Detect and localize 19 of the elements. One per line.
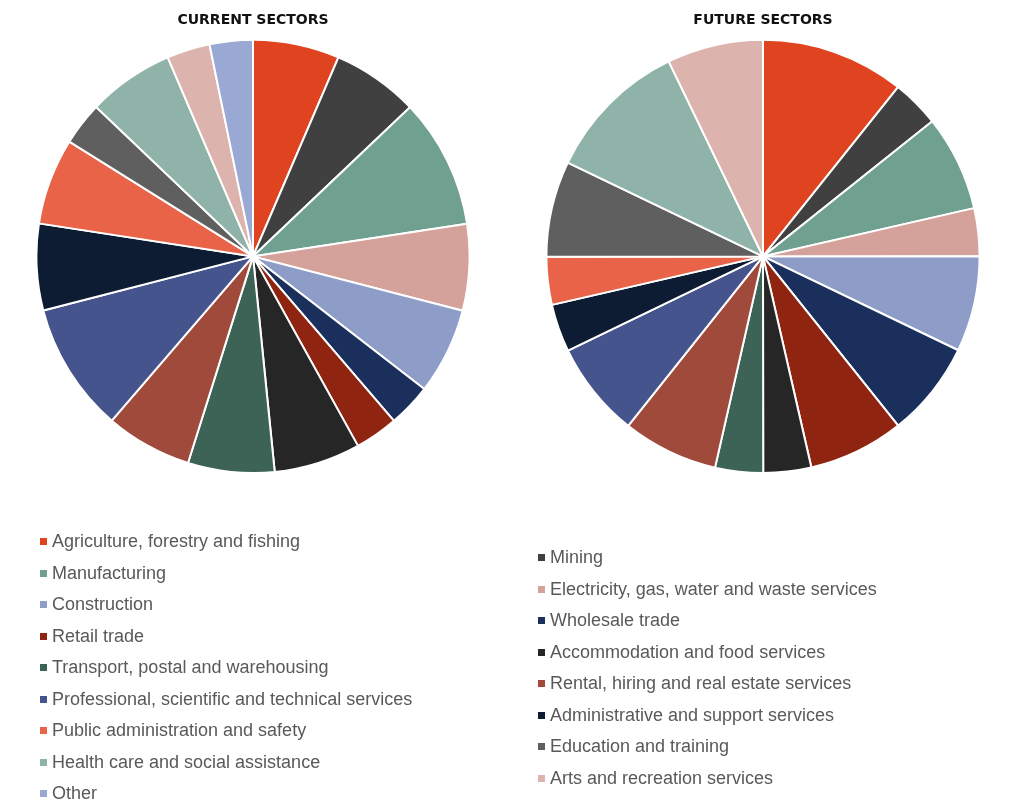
legend-label: Transport, postal and warehousing <box>52 657 329 679</box>
legend-label: Other <box>52 783 98 805</box>
legend-label: Retail trade <box>52 625 145 647</box>
chart-title: FUTURE SECTORS <box>693 11 833 28</box>
legend-label: Manufacturing <box>52 562 167 584</box>
legend-label: Construction <box>52 594 154 616</box>
legend-label: Professional, scientific and technical services <box>52 688 413 710</box>
legend-label: Health care and social assistance <box>52 751 321 773</box>
legend-label: Administrative and support services <box>550 704 835 726</box>
chart-title: CURRENT SECTORS <box>177 11 329 28</box>
legend-label: Agriculture, forestry and fishing <box>52 531 301 553</box>
legend-label: Rental, hiring and real estate services <box>550 673 852 695</box>
legend-label: Accommodation and food services <box>550 641 826 663</box>
legend-label: Arts and recreation services <box>550 767 774 789</box>
legend-label: Electricity, gas, water and waste services <box>550 578 877 600</box>
legend-label: Public administration and safety <box>52 720 307 742</box>
legend-label: Education and training <box>550 736 730 758</box>
legend-label: Wholesale trade <box>550 610 681 632</box>
legend-label: Mining <box>550 547 604 569</box>
